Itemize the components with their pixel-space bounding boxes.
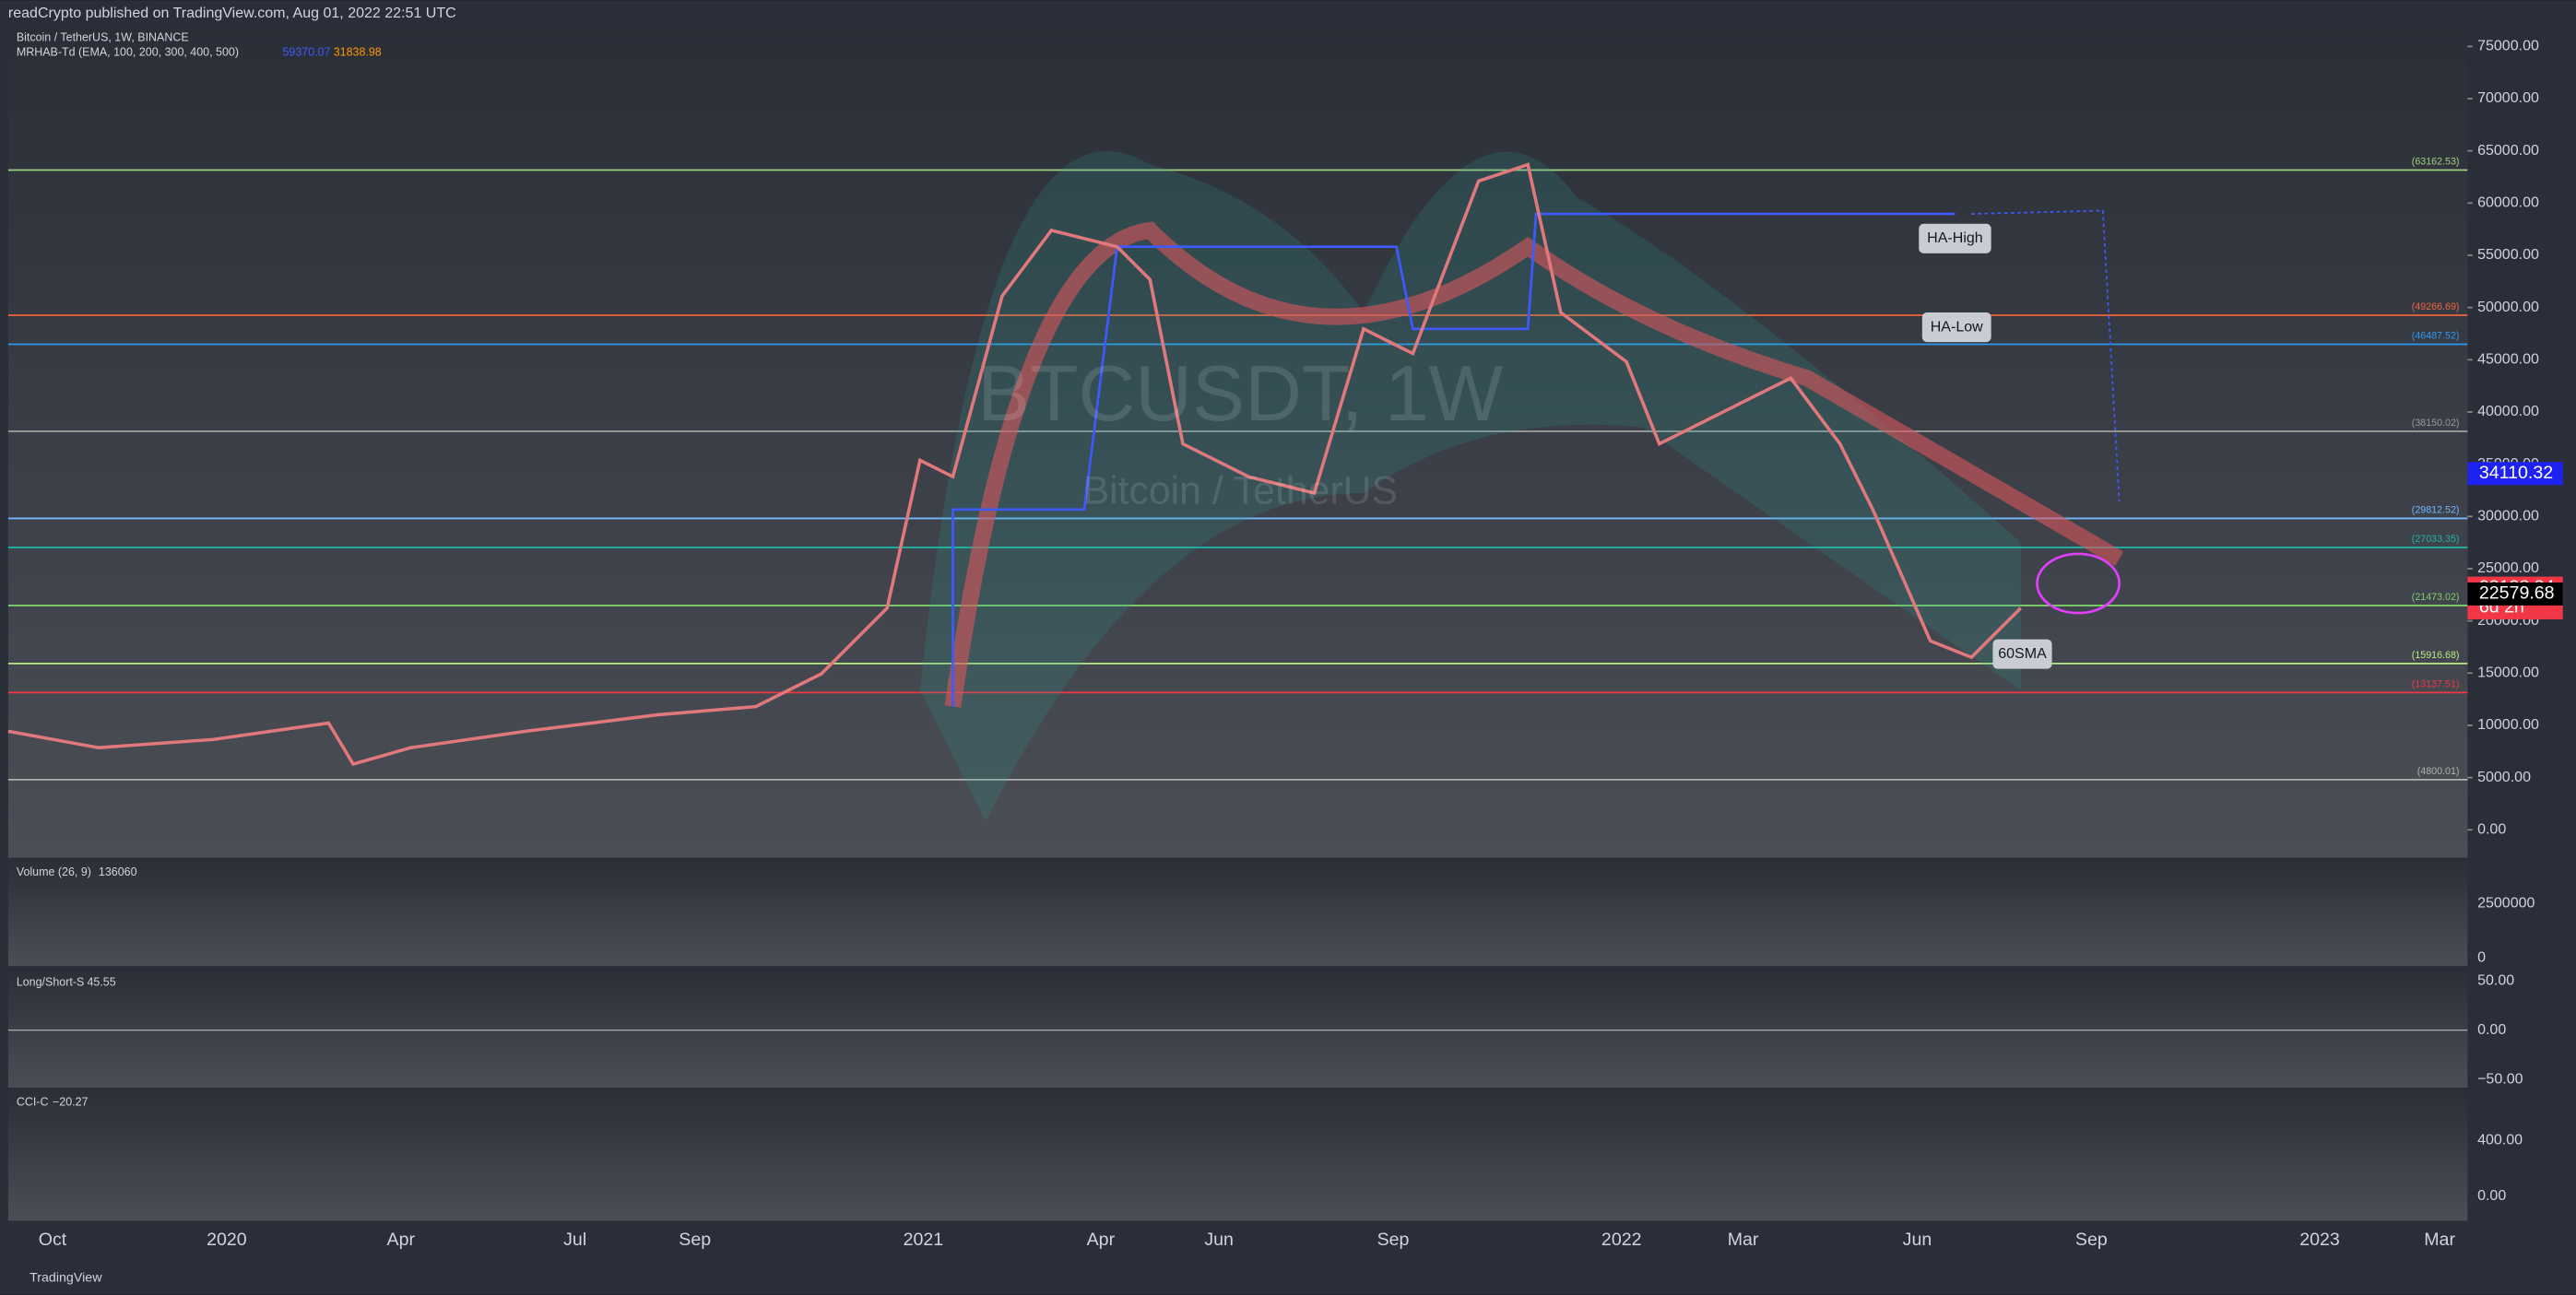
price-tag xyxy=(2467,582,2563,606)
y-tick-label: 15000.00 xyxy=(2477,665,2539,681)
annotation: HA-High xyxy=(1919,223,1991,253)
main-pane xyxy=(7,26,2468,858)
x-tick-label: 2020 xyxy=(207,1230,247,1250)
x-tick-label: 2022 xyxy=(1601,1230,1642,1250)
annotation-text: 60SMA xyxy=(1998,645,2047,662)
level-label: (21473.02) xyxy=(2412,592,2460,603)
indicator-value: 31838.98 xyxy=(334,46,382,59)
level-label: (46487.52) xyxy=(2412,330,2460,341)
annotation-text: HA-High xyxy=(1927,230,1983,246)
pane-tick: 2500000 xyxy=(2477,895,2535,912)
level-label: (38150.02) xyxy=(2412,418,2460,429)
pane-value: 136060 xyxy=(99,865,137,878)
publisher: readCrypto published on TradingView.com,… xyxy=(8,5,456,21)
pane-tick: 0.00 xyxy=(2477,1187,2506,1204)
y-tick-label: 10000.00 xyxy=(2477,716,2539,733)
y-tick-label: 30000.00 xyxy=(2477,508,2539,524)
level-label: (29812.52) xyxy=(2412,504,2460,515)
x-tick-label: Sep xyxy=(679,1230,711,1250)
price-tag xyxy=(2467,462,2563,486)
level-label: (4800.01) xyxy=(2417,766,2460,777)
level-label: (27033.35) xyxy=(2412,534,2460,545)
footer: TradingView xyxy=(30,1271,102,1286)
pane-tick: −50.00 xyxy=(2477,1070,2523,1087)
level-label: (13137.51) xyxy=(2412,678,2460,689)
y-tick-label: 25000.00 xyxy=(2477,559,2539,576)
indicator: MRHAB-Td (EMA, 100, 200, 300, 400, 500) xyxy=(17,46,239,59)
x-tick-label: Jun xyxy=(1903,1230,1932,1250)
x-tick-label: Apr xyxy=(387,1230,416,1250)
cci-pane xyxy=(7,1089,2468,1221)
pane-tick: 50.00 xyxy=(2477,971,2514,988)
annotation: 60SMA xyxy=(1992,639,2052,669)
pane-title: Volume (26, 9) xyxy=(17,865,91,878)
x-tick-label: Mar xyxy=(2424,1230,2455,1250)
x-tick-label: Sep xyxy=(2075,1230,2108,1250)
x-tick-label: Jul xyxy=(563,1230,586,1250)
level-label: (15916.68) xyxy=(2412,650,2460,661)
y-tick-label: 50000.00 xyxy=(2477,299,2539,315)
pane-tick: 0.00 xyxy=(2477,1021,2506,1038)
y-tick-label: 40000.00 xyxy=(2477,403,2539,419)
y-tick-label: 0.00 xyxy=(2477,821,2506,838)
volume-pane xyxy=(7,859,2468,967)
x-tick-label: Oct xyxy=(39,1230,67,1250)
y-tick-label: 60000.00 xyxy=(2477,194,2539,211)
y-tick-label: 70000.00 xyxy=(2477,89,2539,106)
pane-tick: 0 xyxy=(2477,949,2486,966)
price-path xyxy=(7,162,2022,767)
x-tick-label: 2021 xyxy=(904,1230,944,1250)
x-tick-label: Sep xyxy=(1377,1230,1410,1250)
price-tag-label: 22579.68 xyxy=(2479,583,2555,604)
band xyxy=(919,151,2021,822)
indicator-value: 59370.07 xyxy=(282,46,330,59)
watermark: Bitcoin / TetherUS xyxy=(1083,468,1398,512)
circle-arrow xyxy=(2036,552,2121,615)
level-label: (49266.69) xyxy=(2412,301,2460,312)
x-tick-label: 2023 xyxy=(2299,1230,2340,1250)
ha-line xyxy=(951,212,1956,707)
projection xyxy=(1971,209,2121,501)
ema-ribbon xyxy=(944,221,2124,708)
x-tick-label: Jun xyxy=(1204,1230,1234,1250)
price-tag-label: 34110.32 xyxy=(2479,463,2553,483)
watermark: BTCUSDT, 1W xyxy=(977,350,1503,438)
y-tick-label: 65000.00 xyxy=(2477,142,2539,159)
y-tick-label: 5000.00 xyxy=(2477,769,2531,785)
pane-value: 45.55 xyxy=(87,975,115,988)
pane-title: CCI-C xyxy=(17,1095,49,1108)
annotation: HA-Low xyxy=(1921,312,1991,343)
annotation-text: HA-Low xyxy=(1931,318,1983,335)
y-tick-label: 45000.00 xyxy=(2477,351,2539,368)
y-tick-label: 75000.00 xyxy=(2477,38,2539,54)
level-label: (63162.53) xyxy=(2412,156,2460,167)
ls-pane xyxy=(7,969,2468,1089)
y-tick-label: 55000.00 xyxy=(2477,246,2539,263)
x-tick-label: Mar xyxy=(1728,1230,1759,1250)
pane-value: −20.27 xyxy=(53,1095,89,1108)
x-tick-label: Apr xyxy=(1087,1230,1116,1250)
pane-title: Long/Short-S xyxy=(17,975,84,988)
symbol: Bitcoin / TetherUS, 1W, BINANCE xyxy=(17,31,189,44)
pane-tick: 400.00 xyxy=(2477,1131,2523,1148)
